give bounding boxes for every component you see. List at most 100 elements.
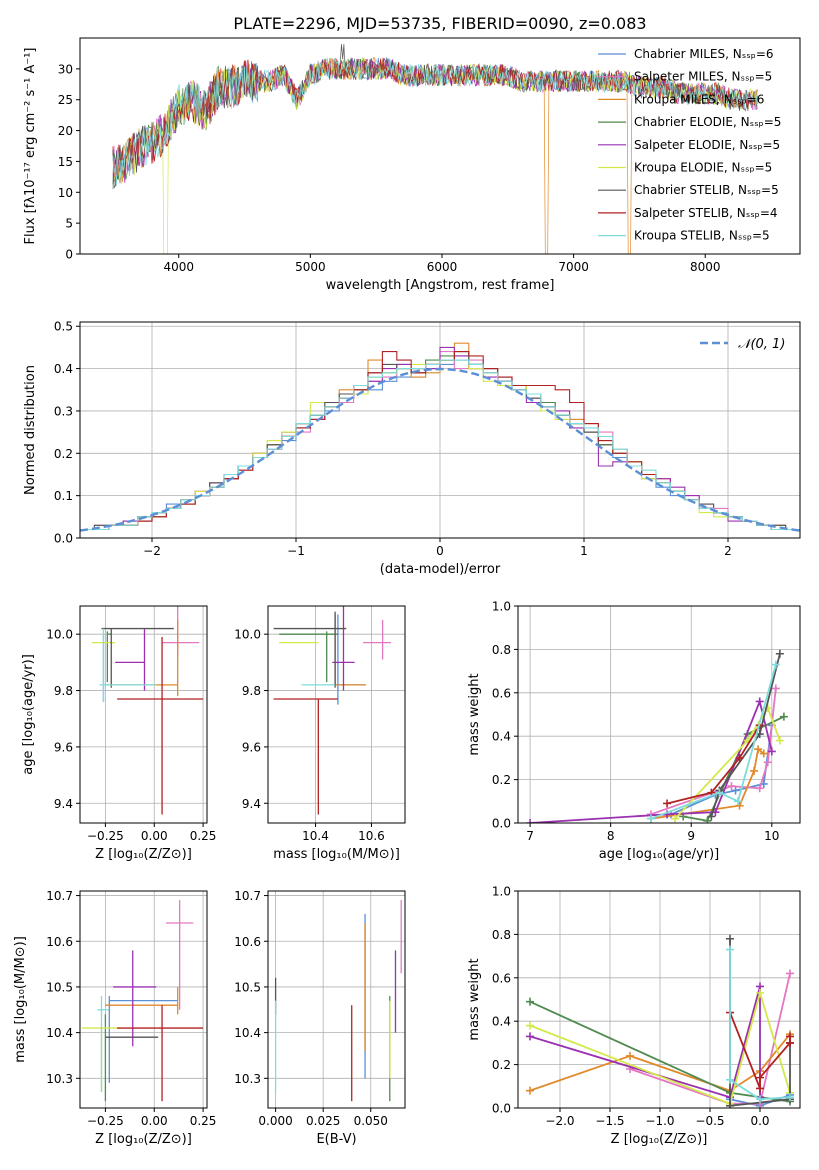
x-tick-label: 0.25 [190,1114,217,1128]
y-tick-label: 10.5 [234,980,261,994]
data-point [165,900,194,1010]
x-tick-label: −2.0 [545,1114,574,1128]
x-tick-label: 10 [764,829,779,843]
x-tick-label: −2 [143,544,161,558]
data-point [117,637,204,815]
panel-age_vs_mass: 10.4 10.6 9.4 9.6 9.8 10.0 mass [log₁₀(M/M⊙)] [234,605,406,862]
legend-label: Chabrier MILES, Nₛₛₚ=6 [634,47,774,61]
legend-label: 𝒩(0, 1) [738,337,785,352]
weight-marker [671,814,680,823]
weight-series [646,660,780,823]
panel-weight_vs_age: 7 8 9 10 0.0 0.2 0.4 0.6 0.8 1.0 age [log₁₀(age/yr… [467,600,801,862]
y-tick-label: 9.8 [54,684,73,698]
legend-label: Kroupa STELIB, Nₛₛₚ=5 [634,229,770,243]
x-tick-label: 8000 [690,260,721,274]
y-tick-label: 9.8 [242,684,261,698]
weight-marker [767,747,776,756]
data-point [117,1005,204,1102]
weight-marker [755,697,764,706]
y-tick-label: 20 [58,124,73,138]
y-tick-label: 10.7 [234,889,261,903]
weight-marker [763,758,772,767]
x-tick-label: 1 [580,544,588,558]
weight-marker [755,784,764,793]
weight-series [726,1008,794,1093]
weight-marker [775,649,784,658]
weight-marker [626,1051,634,1060]
y-tick-label: 10.5 [46,980,73,994]
weight-marker [526,997,534,1006]
y-tick-label: 9.4 [54,797,73,811]
y-tick-label: 15 [58,155,73,169]
y-tick-label: 0.1 [54,489,73,503]
x-tick-label: 4000 [163,260,194,274]
data-point [363,620,392,660]
y-tick-label: 9.4 [242,797,261,811]
weight-line [666,724,761,805]
plot-area [274,900,402,1102]
weight-series [726,945,794,1104]
weight-series [526,697,776,823]
x-axis-label: Z [log₁₀(Z/Z⊙)] [611,1132,708,1147]
data-point [106,631,112,683]
plot-area [80,342,800,532]
weight-marker [726,934,734,943]
x-tick-label: 10.4 [302,829,329,843]
x-tick-label: −1 [287,544,305,558]
y-tick-label: 0.4 [492,730,511,744]
y-tick-label: 10.0 [46,628,73,642]
y-tick-label: 9.6 [54,740,73,754]
x-axis-label: wavelength [Angstrom, rest frame] [326,278,555,293]
y-tick-label: 10.4 [234,1026,261,1040]
y-tick-label: 0 [65,248,73,262]
axes-frame [517,605,801,824]
y-tick-label: 1.0 [492,600,511,614]
plot-area [112,44,758,254]
y-axis-label: mass weight [467,958,482,1040]
panel-mass_vs_ebv: 0.000 0.025 0.050 10.3 10.4 10.5 10.6 10.7 E(B-V… [234,889,406,1147]
data-point [273,611,347,688]
x-tick-label: 0.00 [141,1114,168,1128]
weight-marker [735,801,744,810]
weight-line [674,705,781,820]
y-axis-label: Flux [fλ10⁻¹⁷ erg cm⁻² s⁻¹ A⁻¹] [23,48,38,245]
legend-label: Chabrier ELODIE, Nₛₛₚ=5 [634,115,781,129]
x-tick-label: 8 [607,829,615,843]
data-point [162,606,200,657]
legend-label: Kroupa ELODIE, Nₛₛₚ=5 [634,161,772,175]
axes-frame [267,890,406,1109]
y-tick-label: 0.8 [492,928,511,942]
x-tick-label: −1.0 [645,1114,674,1128]
data-point [273,698,338,815]
panel-age_vs_z: −0.25 0.00 0.25 9.4 9.6 9.8 10.0 Z [log₁₀(Z/Z⊙)… [21,605,217,862]
data-point [108,996,178,1083]
weight-marker [726,945,734,954]
y-tick-label: 0.0 [492,817,511,831]
y-tick-label: 0.2 [54,447,73,461]
panel-spectrum: 4000 5000 6000 7000 8000 0 5 10 15 20 25 30 waveleng… [23,37,801,293]
x-tick-label: −0.25 [87,1114,124,1128]
data-point [113,950,157,1047]
x-tick-label: 0.025 [306,1114,340,1128]
weight-marker [756,1084,764,1093]
weight-marker [754,745,763,754]
x-axis-label: age [log₁₀(age/yr)] [599,847,720,862]
x-tick-label: 7 [526,829,534,843]
axes-frame [79,37,801,255]
x-tick-label: −0.25 [87,829,124,843]
weight-marker [750,766,759,775]
data-point [101,627,174,688]
x-tick-label: −0.5 [695,1114,724,1128]
x-axis-label: Z [log₁₀(Z/Z⊙)] [95,847,192,862]
weight-line [650,664,777,820]
weight-marker [526,1086,534,1095]
x-tick-label: 0.000 [258,1114,292,1128]
x-tick-label: 0.25 [190,829,217,843]
panel-mass_vs_z: −0.25 0.00 0.25 10.3 10.4 10.5 10.6 10.7 Z [log₁… [13,889,216,1147]
y-tick-label: 30 [58,62,73,76]
x-tick-label: 7000 [558,260,589,274]
data-point [332,606,355,691]
y-tick-label: 9.6 [242,740,261,754]
y-tick-label: 0.4 [54,362,73,376]
